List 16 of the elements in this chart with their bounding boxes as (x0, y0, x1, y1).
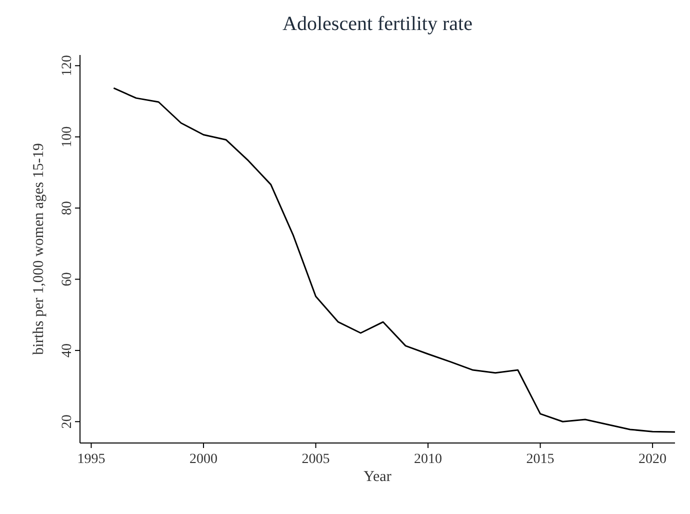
x-tick-label: 2020 (638, 452, 667, 467)
x-tick-label: 1995 (77, 452, 106, 467)
y-axis-title: births per 1,000 women ages 15-19 (31, 143, 47, 355)
y-tick-label: 120 (60, 55, 75, 76)
x-axis-title: Year (364, 469, 392, 485)
y-tick-label: 100 (60, 126, 75, 148)
x-tick-label: 2000 (189, 452, 218, 467)
x-tick-label: 2015 (526, 452, 554, 467)
chart-title: Adolescent fertility rate (282, 13, 473, 35)
x-tick-label: 2010 (414, 452, 442, 467)
x-tick-label: 2005 (302, 452, 330, 467)
y-tick-label: 40 (60, 343, 75, 358)
y-tick-label: 60 (60, 272, 75, 286)
y-tick-label: 20 (60, 414, 75, 429)
line-series (112, 87, 676, 433)
y-tick-label: 80 (60, 201, 75, 216)
